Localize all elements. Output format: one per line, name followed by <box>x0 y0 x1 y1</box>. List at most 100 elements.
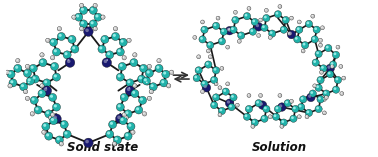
Circle shape <box>313 26 320 33</box>
Circle shape <box>239 33 242 36</box>
Circle shape <box>301 42 309 49</box>
Circle shape <box>218 86 222 90</box>
Circle shape <box>264 8 268 12</box>
Circle shape <box>228 103 235 111</box>
Circle shape <box>212 67 220 74</box>
Circle shape <box>121 118 124 121</box>
Circle shape <box>218 114 220 115</box>
Circle shape <box>23 89 28 94</box>
Circle shape <box>270 31 273 34</box>
Circle shape <box>318 78 321 80</box>
Circle shape <box>149 83 157 91</box>
Circle shape <box>125 133 129 136</box>
Text: Solid state: Solid state <box>67 141 139 154</box>
Circle shape <box>127 87 130 91</box>
Circle shape <box>73 16 74 17</box>
Circle shape <box>102 37 105 40</box>
Circle shape <box>162 70 170 78</box>
Circle shape <box>94 4 95 6</box>
Circle shape <box>122 113 126 117</box>
Circle shape <box>40 84 44 88</box>
Circle shape <box>204 85 207 88</box>
Circle shape <box>243 113 251 120</box>
Circle shape <box>116 73 124 81</box>
Circle shape <box>326 64 335 73</box>
Circle shape <box>299 105 302 107</box>
Circle shape <box>43 79 51 87</box>
Circle shape <box>308 95 311 98</box>
Circle shape <box>131 60 134 63</box>
Circle shape <box>253 120 255 123</box>
Circle shape <box>72 46 75 49</box>
Circle shape <box>251 125 255 128</box>
Circle shape <box>112 142 117 146</box>
Text: Solution: Solution <box>251 141 307 154</box>
Circle shape <box>281 120 284 123</box>
Circle shape <box>197 55 199 57</box>
Circle shape <box>306 115 307 117</box>
Circle shape <box>80 4 82 6</box>
Circle shape <box>57 32 65 41</box>
Circle shape <box>101 35 109 43</box>
Circle shape <box>93 3 98 8</box>
Circle shape <box>144 78 147 81</box>
Circle shape <box>121 40 124 43</box>
Circle shape <box>334 76 342 84</box>
Circle shape <box>91 8 94 11</box>
Circle shape <box>79 6 88 14</box>
Circle shape <box>212 103 214 106</box>
Circle shape <box>135 106 143 114</box>
Circle shape <box>206 49 210 53</box>
Circle shape <box>284 18 286 20</box>
Circle shape <box>228 28 230 30</box>
Circle shape <box>225 26 234 35</box>
Circle shape <box>211 76 218 84</box>
Circle shape <box>40 84 42 86</box>
Circle shape <box>290 17 292 18</box>
Circle shape <box>193 74 200 82</box>
Circle shape <box>150 84 153 87</box>
Circle shape <box>268 30 276 37</box>
Circle shape <box>291 116 294 119</box>
Circle shape <box>315 84 322 91</box>
Circle shape <box>39 91 42 94</box>
Circle shape <box>258 101 267 109</box>
Circle shape <box>106 51 114 59</box>
Circle shape <box>197 55 201 59</box>
Circle shape <box>339 65 341 67</box>
Circle shape <box>113 136 121 144</box>
Circle shape <box>9 79 17 87</box>
Circle shape <box>16 59 18 61</box>
Circle shape <box>256 24 259 27</box>
Circle shape <box>76 14 79 18</box>
Circle shape <box>132 91 135 94</box>
Circle shape <box>261 115 268 122</box>
Circle shape <box>167 84 169 86</box>
Circle shape <box>223 89 226 92</box>
Circle shape <box>158 59 159 61</box>
Circle shape <box>48 116 53 120</box>
Circle shape <box>307 93 315 102</box>
Circle shape <box>279 104 282 108</box>
Circle shape <box>122 95 125 98</box>
Circle shape <box>139 96 147 104</box>
Circle shape <box>202 84 211 92</box>
Circle shape <box>209 55 211 57</box>
Circle shape <box>27 81 32 85</box>
Circle shape <box>238 40 240 41</box>
Circle shape <box>93 27 98 31</box>
Circle shape <box>14 64 22 72</box>
Circle shape <box>201 80 208 87</box>
Circle shape <box>54 104 57 108</box>
Circle shape <box>293 107 296 109</box>
Circle shape <box>302 50 303 51</box>
Circle shape <box>253 20 255 22</box>
Circle shape <box>113 34 116 37</box>
Circle shape <box>212 78 214 80</box>
Circle shape <box>89 20 97 28</box>
Circle shape <box>53 73 60 81</box>
Circle shape <box>115 137 118 140</box>
Circle shape <box>69 37 72 40</box>
Circle shape <box>63 130 71 138</box>
Circle shape <box>319 38 322 42</box>
